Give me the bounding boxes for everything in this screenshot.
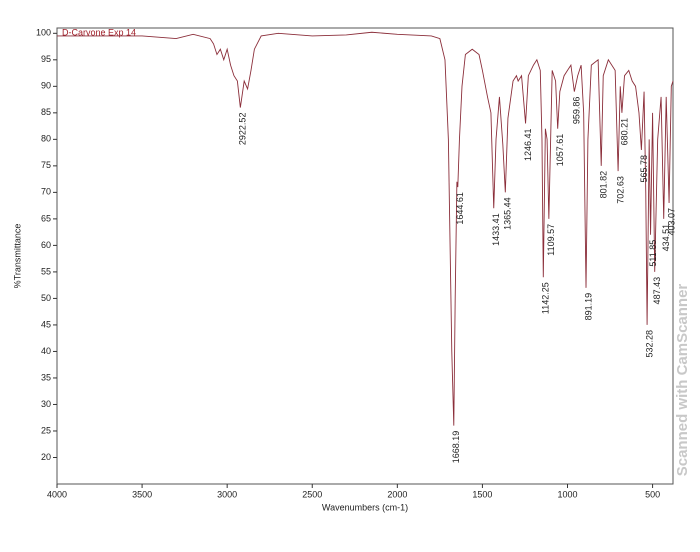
peak-label: 959.86 xyxy=(572,97,582,125)
chart-title: D-Carvone Exp 14 xyxy=(62,27,136,37)
x-tick-label: 2500 xyxy=(302,489,322,499)
peak-label: 487.43 xyxy=(652,277,662,305)
plot-frame xyxy=(56,27,674,485)
y-tick-label: 40 xyxy=(41,346,51,356)
peak-label: 565.78 xyxy=(639,155,649,183)
peak-label: 1057.61 xyxy=(555,134,565,167)
y-tick-label: 75 xyxy=(41,160,51,170)
peak-label: 1433.41 xyxy=(491,213,501,246)
y-tick-label: 100 xyxy=(36,28,51,38)
x-tick-label: 3000 xyxy=(217,489,237,499)
peak-label: 1109.57 xyxy=(546,224,556,256)
watermark: Scanned with CamScanner xyxy=(674,284,691,477)
peak-label: 403.07 xyxy=(666,208,676,236)
peak-label: 1246.41 xyxy=(523,128,533,161)
peak-label: 680.21 xyxy=(619,118,629,146)
y-tick-label: 35 xyxy=(41,372,51,382)
x-tick-label: 4000 xyxy=(47,489,67,499)
x-tick-label: 1500 xyxy=(472,489,492,499)
y-tick-label: 80 xyxy=(41,134,51,144)
y-tick-label: 85 xyxy=(41,107,51,117)
y-tick-label: 55 xyxy=(41,266,51,276)
peak-label: 434.51 xyxy=(661,224,671,252)
x-tick-label: 3500 xyxy=(132,489,152,499)
y-tick-label: 70 xyxy=(41,187,51,197)
peak-label: 1668.19 xyxy=(451,431,461,464)
peak-label: 891.19 xyxy=(583,293,593,321)
y-tick-label: 50 xyxy=(41,293,51,303)
x-tick-label: 500 xyxy=(645,489,660,499)
peak-label: 1142.25 xyxy=(541,282,551,314)
y-tick-label: 95 xyxy=(41,54,51,64)
y-axis-label: %Transmittance xyxy=(12,224,22,289)
peak-label: 702.63 xyxy=(615,176,625,204)
peak-label: 2922.52 xyxy=(238,113,248,146)
spectrum-line xyxy=(57,31,674,426)
peak-label: 511.85 xyxy=(648,240,658,267)
y-tick-label: 65 xyxy=(41,213,51,223)
y-tick-label: 60 xyxy=(41,240,51,250)
peak-label: 1644.61 xyxy=(455,192,465,225)
y-tick-label: 90 xyxy=(41,81,51,91)
y-tick-label: 45 xyxy=(41,319,51,329)
y-tick-label: 30 xyxy=(41,399,51,409)
x-tick-label: 1000 xyxy=(557,489,577,499)
peak-label: 801.82 xyxy=(599,171,609,199)
x-tick-label: 2000 xyxy=(387,489,407,499)
y-tick-label: 25 xyxy=(41,425,51,435)
x-axis-label: Wavenumbers (cm-1) xyxy=(322,502,408,512)
peak-label: 1365.44 xyxy=(503,197,513,230)
peak-label: 532.28 xyxy=(644,330,654,358)
y-tick-label: 20 xyxy=(41,452,51,462)
